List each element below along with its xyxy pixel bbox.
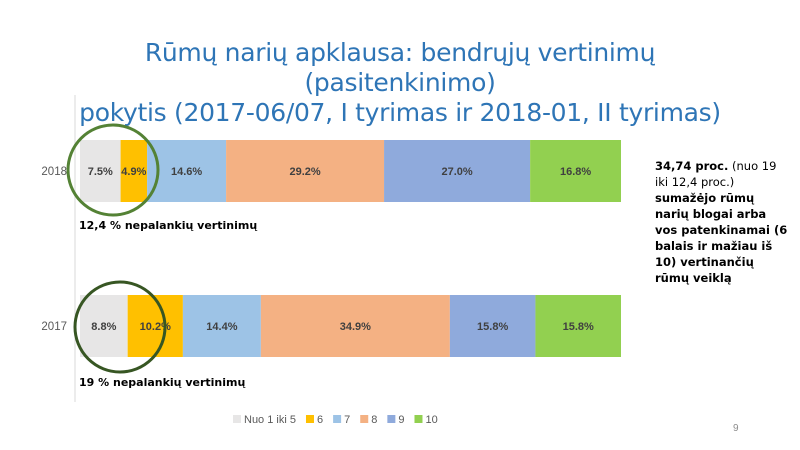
legend: Nuo 1 iki 5 6 7 8 9 10 — [233, 414, 438, 426]
data-label-2017-10: 15.8% — [563, 321, 594, 333]
data-label-2018-6: 4.9% — [121, 166, 146, 178]
title-line-1: Rūmų narių apklausa: bendrųjų vertinimų … — [144, 38, 656, 97]
annotation-text-2017: 19 % nepalankių vertinimų — [79, 376, 245, 389]
legend-label-6: 6 — [317, 414, 323, 426]
legend-swatch-nuo-1-iki-5 — [233, 415, 241, 423]
highlight-circle-2018 — [66, 123, 160, 217]
bar-2017-9 — [449, 295, 536, 357]
page-number: 9 — [733, 423, 739, 434]
bar-2018-nuo-1-iki-5 — [80, 140, 121, 202]
labels-layer: 2018 7.5% 4.9% 14.6% 29.2% 27.0% 16.8% 2017 8.8%… — [41, 166, 594, 333]
data-label-2018-9: 27.0% — [441, 166, 472, 178]
legend-swatch-8 — [360, 415, 369, 423]
legend-label-8: 8 — [371, 414, 377, 426]
bars-layer — [80, 140, 621, 357]
legend-swatch-6 — [305, 415, 314, 423]
side-note: 34,74 proc. (nuo 19 iki 12,4 proc.) suma… — [655, 158, 790, 286]
bar-2017-7 — [182, 295, 261, 357]
legend-label-nuo-1-iki-5: Nuo 1 iki 5 — [244, 414, 296, 426]
data-label-2018-10: 16.8% — [560, 166, 591, 178]
bar-2017-8 — [260, 295, 450, 357]
data-label-2017-nuo-1-iki-5: 8.8% — [91, 321, 116, 333]
bar-2018-8 — [226, 140, 385, 202]
legend-swatch-10 — [414, 415, 423, 423]
bar-2017-6 — [127, 295, 183, 357]
bar-2017-nuo-1-iki-5 — [80, 295, 128, 357]
side-note-lead: 34,74 proc. — [655, 159, 729, 173]
legend-label-9: 9 — [398, 414, 404, 426]
side-note-rest: sumažėjo rūmų narių blogai arba vos pate… — [655, 191, 788, 285]
side-note-normal: (nuo 19 iki 12,4 proc.) — [655, 159, 777, 189]
page-title: Rūmų narių apklausa: bendrųjų vertinimų … — [60, 38, 740, 128]
data-label-2017-6: 10.2% — [140, 321, 171, 333]
bar-2017-10 — [535, 295, 621, 357]
legend-swatch-9 — [387, 415, 396, 423]
data-label-2018-7: 14.6% — [171, 166, 202, 178]
bar-2018-10 — [530, 140, 621, 202]
bar-2018-9 — [384, 140, 531, 202]
data-label-2017-7: 14.4% — [206, 321, 237, 333]
title-line-2: pokytis (2017-06/07, I tyrimas ir 2018-0… — [79, 98, 721, 127]
annotation-text-2018: 12,4 % nepalankių vertinimų — [79, 219, 257, 232]
legend-label-7: 7 — [344, 414, 350, 426]
data-label-2017-8: 34.9% — [340, 321, 371, 333]
bar-2018-7 — [147, 140, 227, 202]
legend-label-10: 10 — [425, 414, 437, 426]
data-label-2018-nuo-1-iki-5: 7.5% — [88, 166, 113, 178]
data-label-2017-9: 15.8% — [477, 321, 508, 333]
highlight-circle-2017 — [73, 280, 167, 374]
bar-2018-6 — [120, 140, 148, 202]
annotations-layer: 12,4 % nepalankių vertinimų 19 % nepalank… — [66, 123, 257, 389]
data-label-2018-8: 29.2% — [289, 166, 320, 178]
category-label-2017: 2017 — [41, 321, 67, 333]
category-label-2018: 2018 — [41, 166, 67, 178]
legend-swatch-7 — [333, 415, 342, 423]
